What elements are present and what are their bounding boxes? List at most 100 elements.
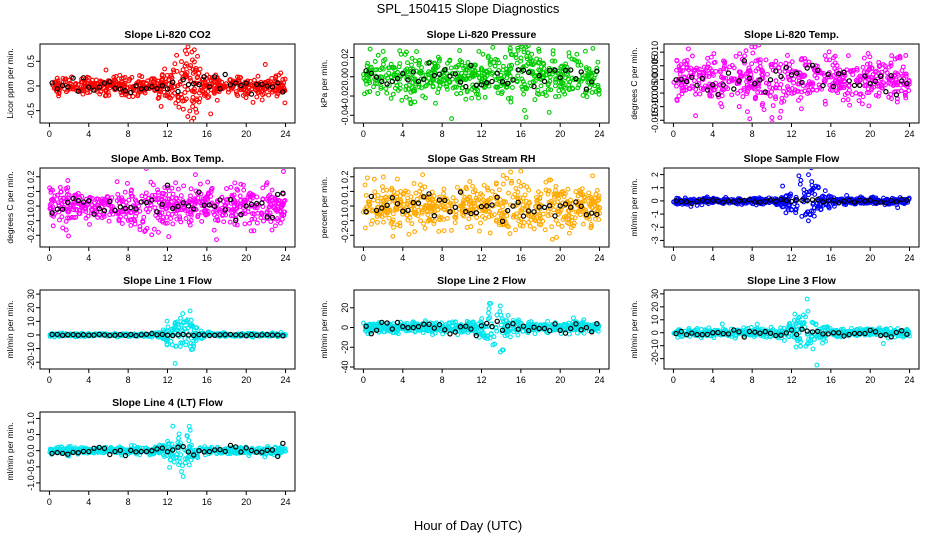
x-tick-label: 0	[361, 253, 366, 263]
scatter-point	[281, 80, 287, 86]
scatter-point	[190, 94, 196, 100]
scatter-point	[165, 324, 171, 330]
y-tick-label: -20	[340, 341, 350, 354]
scatter-point	[521, 220, 527, 225]
scatter-point	[100, 200, 106, 206]
summary-point	[436, 71, 443, 77]
x-tick-label: 12	[162, 375, 172, 385]
x-tick-label: 0	[361, 129, 366, 139]
summary-point	[190, 332, 197, 339]
y-tick-label: -0.005	[650, 80, 660, 106]
scatter-point	[526, 210, 532, 216]
summary-point	[478, 82, 485, 88]
scatter-point	[516, 218, 522, 224]
scatter-point	[168, 216, 174, 221]
scatter-point	[518, 183, 524, 189]
scatter-point	[388, 95, 394, 101]
scatter-point	[450, 195, 456, 201]
scatter-point	[726, 79, 732, 84]
x-tick-label: 8	[440, 129, 445, 139]
x-tick-label: 24	[595, 375, 605, 385]
scatter-point	[521, 81, 527, 87]
scatter-point	[464, 224, 470, 230]
summary-point	[515, 199, 521, 205]
scatter-point	[592, 203, 598, 209]
scatter-point	[260, 185, 266, 191]
scatter-point	[749, 61, 755, 67]
scatter-point	[263, 182, 269, 188]
x-tick-label: 20	[241, 253, 251, 263]
summary-point	[86, 198, 92, 204]
scatter-point	[596, 205, 602, 210]
scatter-point	[577, 188, 582, 193]
y-tick-label: -40	[340, 361, 350, 374]
summary-point	[211, 332, 218, 338]
scatter-point	[435, 54, 441, 60]
scatter-point	[380, 174, 386, 180]
scatter-point	[578, 189, 584, 195]
scatter-point	[578, 62, 584, 68]
summary-point	[149, 197, 155, 203]
scatter-point	[245, 209, 251, 215]
summary-point	[794, 70, 800, 76]
scatter-point	[412, 99, 418, 105]
scatter-point	[178, 193, 184, 199]
x-tick-label: 4	[400, 375, 405, 385]
scatter-point	[235, 74, 240, 80]
scatter-point	[822, 98, 828, 104]
panel-title: Slope Line 1 Flow	[123, 275, 213, 287]
scatter-point	[436, 228, 442, 234]
scatter-point	[487, 62, 493, 67]
scatter-point	[405, 189, 411, 195]
scatter-point	[390, 233, 396, 239]
scatter-point	[519, 76, 525, 82]
scatter-point	[430, 67, 436, 73]
scatter-point	[796, 173, 802, 179]
scatter-point	[770, 67, 776, 73]
scatter-point	[769, 115, 775, 121]
summary-point	[594, 211, 600, 218]
x-tick-label: 8	[126, 129, 131, 139]
scatter-point	[458, 90, 464, 96]
summary-point	[49, 210, 55, 216]
scatter-point	[406, 231, 412, 237]
scatter-point	[282, 76, 288, 82]
scatter-point	[125, 217, 131, 223]
scatter-point	[711, 51, 717, 57]
scatter-point	[471, 201, 477, 207]
summary-point	[447, 209, 453, 215]
summary-point	[904, 197, 910, 203]
summary-point	[783, 197, 790, 204]
scatter-point	[537, 213, 543, 219]
scatter-point	[563, 61, 569, 67]
scatter-point	[183, 61, 189, 67]
scatter-point	[446, 206, 452, 212]
scatter-point	[480, 51, 486, 57]
summary-point	[269, 84, 276, 90]
scatter-point	[827, 57, 832, 63]
scatter-point	[271, 205, 277, 211]
scatter-point	[484, 201, 490, 207]
y-axis-label: ml/min per min.	[629, 178, 639, 236]
scatter-point	[403, 87, 409, 93]
scatter-point	[155, 187, 160, 193]
summary-point	[510, 203, 516, 209]
scatter-point	[733, 53, 739, 59]
summary-point	[825, 198, 831, 204]
scatter-point	[744, 82, 750, 88]
scatter-point	[707, 81, 713, 87]
summary-point	[75, 332, 82, 338]
scatter-point	[85, 90, 91, 96]
figure-title: SPL_150415 Slope Diagnostics	[377, 1, 560, 16]
scatter-point	[139, 193, 145, 199]
scatter-point	[594, 187, 600, 193]
scatter-point	[581, 209, 587, 215]
scatter-point	[856, 98, 862, 104]
scatter-point	[792, 87, 798, 93]
x-tick-label: 4	[710, 253, 715, 263]
summary-point	[122, 205, 129, 212]
scatter-point	[510, 214, 516, 220]
summary-point	[447, 73, 453, 79]
scatter-point	[412, 229, 418, 235]
